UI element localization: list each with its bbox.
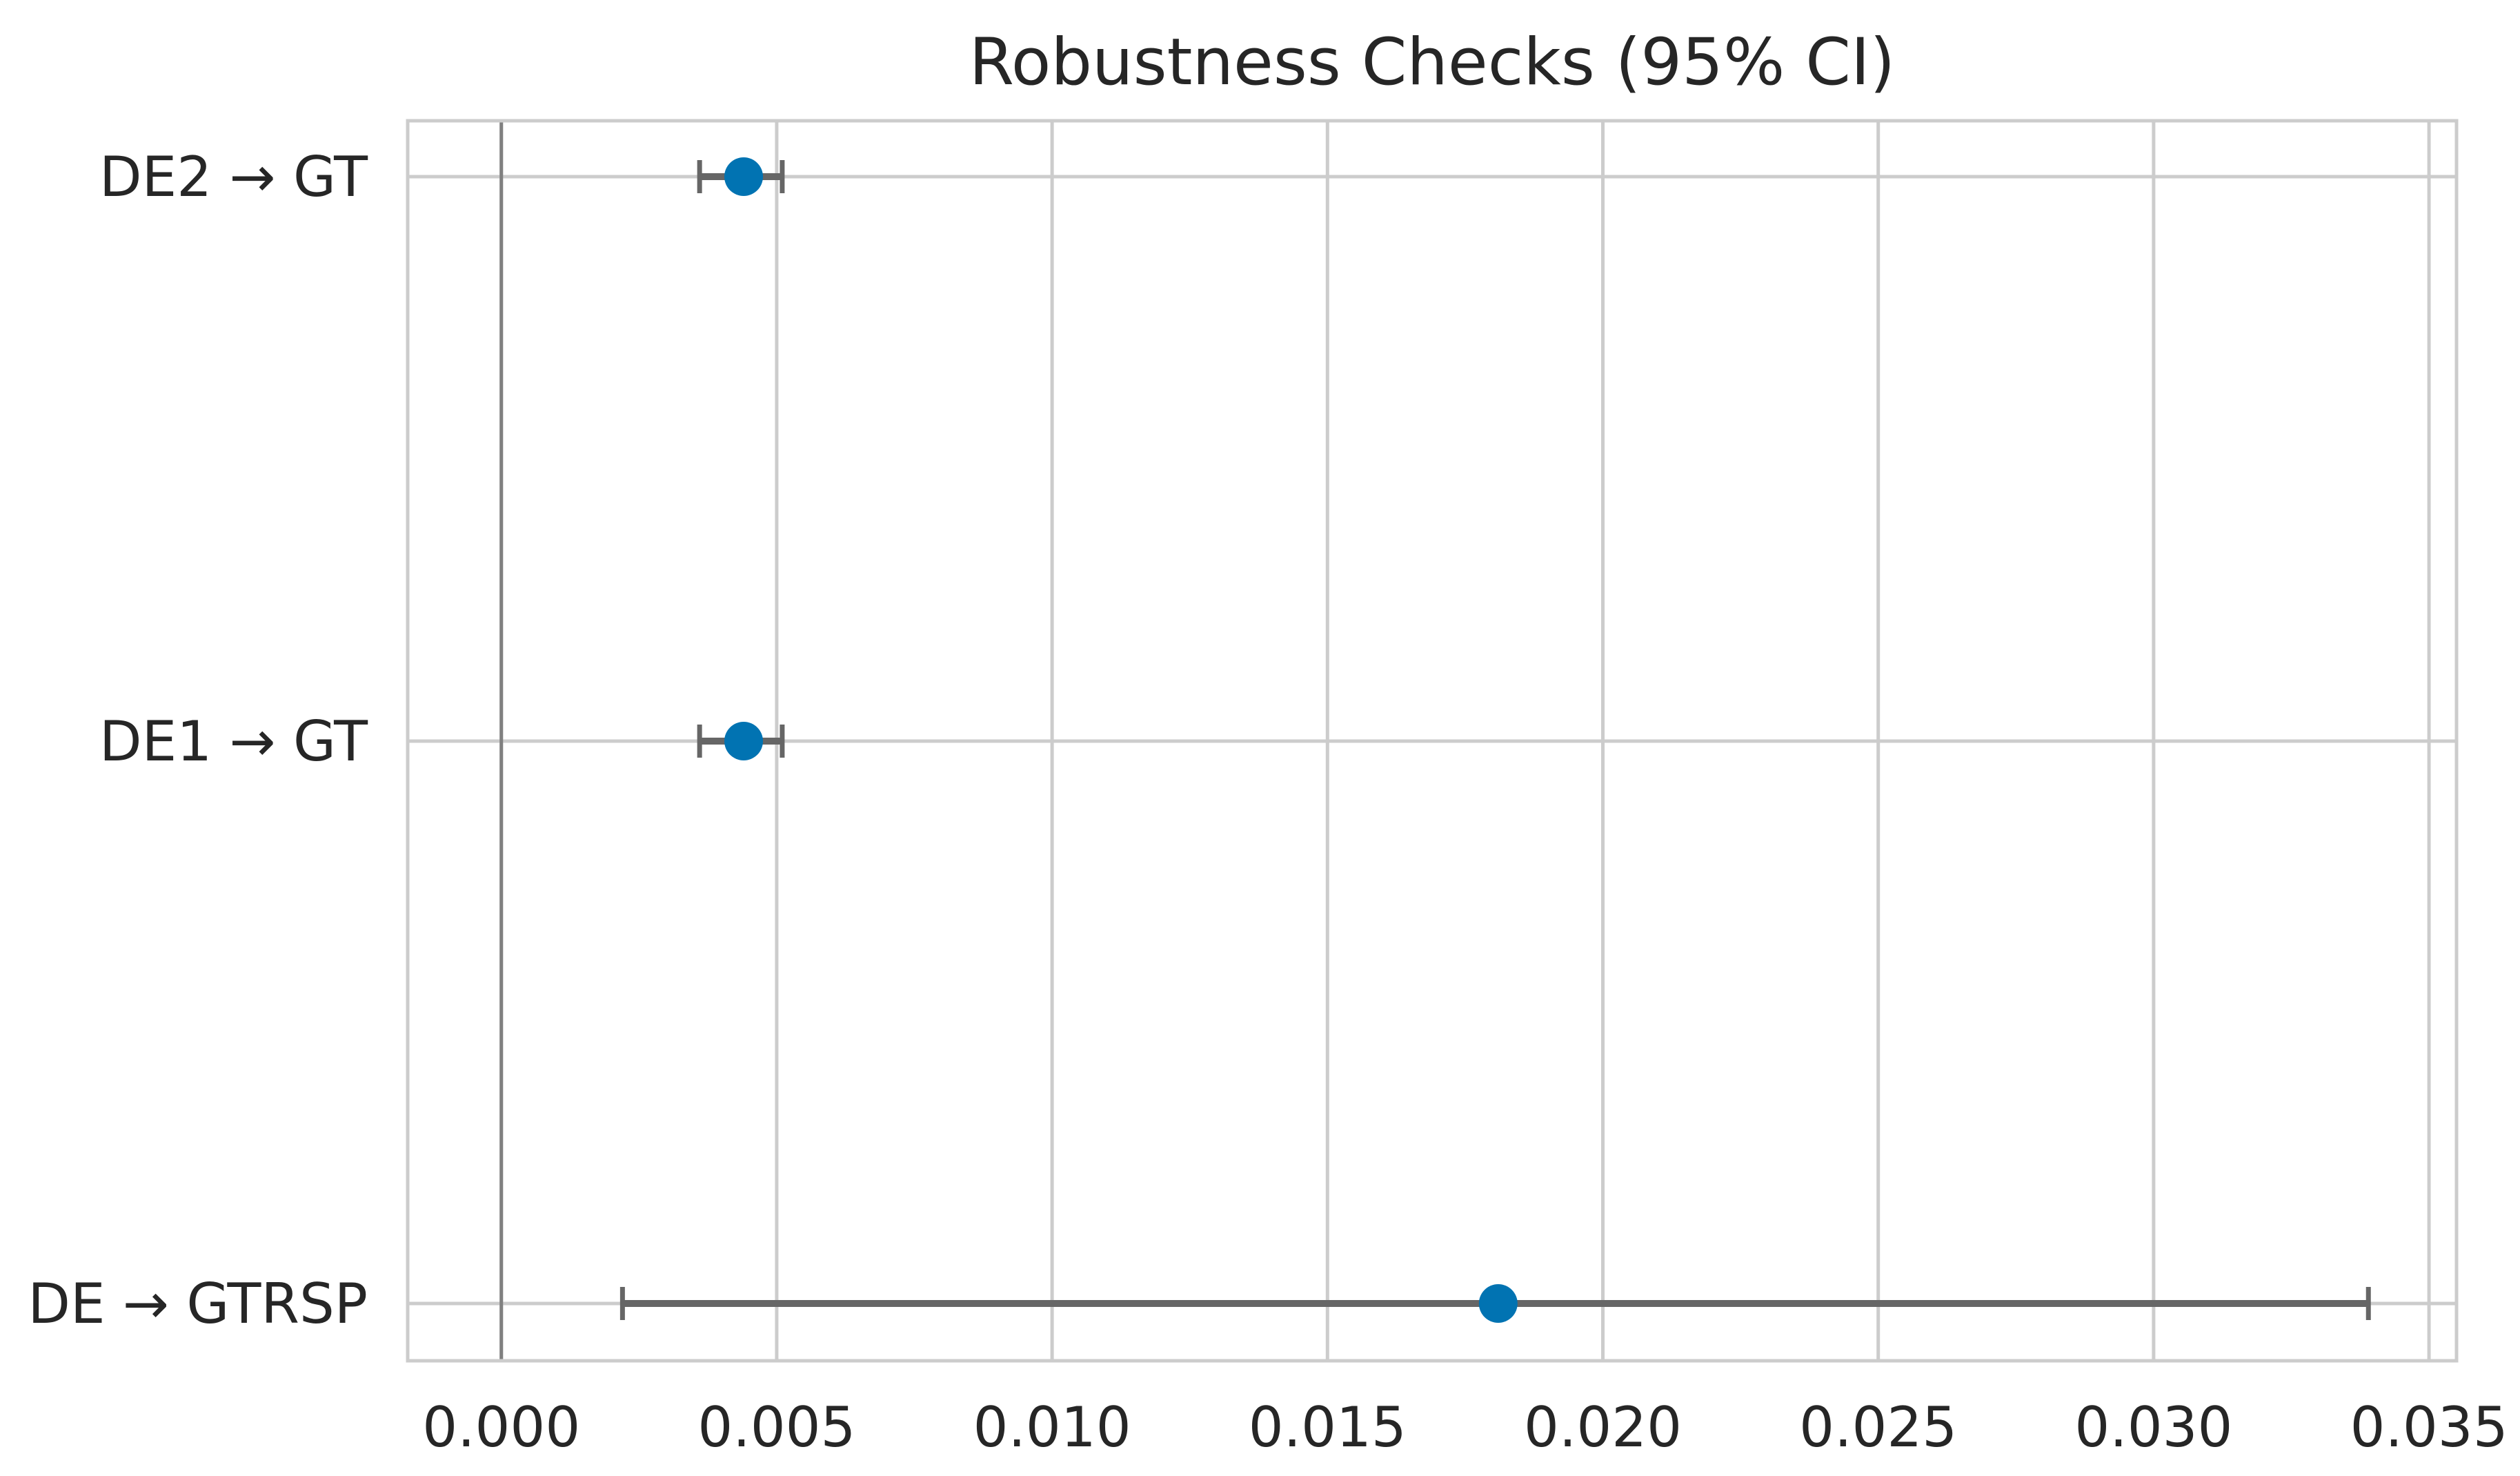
y-tick-label: DE → GTRSP	[28, 1272, 368, 1336]
x-tick-label: 0.010	[973, 1395, 1131, 1459]
x-tick-label: 0.000	[422, 1395, 580, 1459]
x-tick-label: 0.030	[2074, 1395, 2232, 1459]
y-tick-label: DE1 → GT	[99, 709, 368, 774]
x-tick-label: 0.020	[1524, 1395, 1682, 1459]
x-tick-label: 0.035	[2350, 1395, 2508, 1459]
y-tick-label: DE2 → GT	[99, 145, 368, 209]
point-estimate	[724, 157, 764, 196]
x-tick-label: 0.025	[1799, 1395, 1957, 1459]
chart-title: Robustness Checks (95% CI)	[969, 25, 1895, 100]
plot-frame	[406, 119, 2459, 1363]
point-layer	[724, 157, 1518, 1323]
x-tick-labels: 0.000 0.005 0.010 0.015 0.020 0.025 0.030 0.035	[422, 1395, 2508, 1459]
x-tick-label: 0.005	[697, 1395, 855, 1459]
x-tick-label: 0.015	[1249, 1395, 1407, 1459]
point-estimate	[724, 722, 764, 760]
y-tick-labels: DE2 → GT DE1 → GT DE → GTRSP	[28, 145, 368, 1336]
point-estimate	[1478, 1284, 1518, 1323]
